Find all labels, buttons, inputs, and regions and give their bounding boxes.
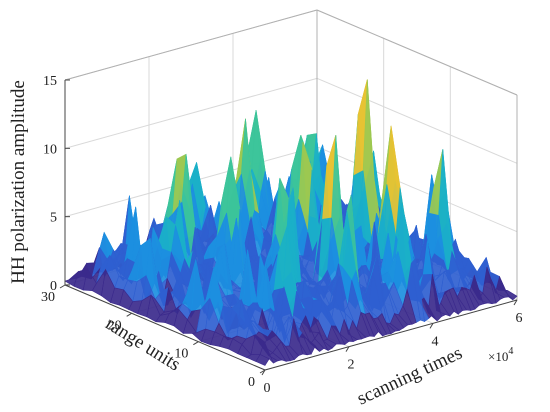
- z-axis-title: HH polarization amplitude: [8, 80, 29, 284]
- sidewall-gridline-z: [316, 146, 518, 233]
- y-tick-label: 30: [41, 290, 55, 305]
- x-tick-label: 2: [348, 358, 355, 373]
- surface-patch: [255, 354, 270, 366]
- x-tick-label: 6: [516, 311, 523, 326]
- surface-layer: [64, 79, 518, 366]
- backwall-gridline-z: [64, 77, 318, 149]
- y-tick-mark: [193, 341, 199, 346]
- x-exponent-label: ×104: [488, 346, 513, 364]
- x-axis-title: scanning times: [354, 343, 466, 410]
- x-tick-mark: [513, 299, 518, 306]
- x-tick-label: 0: [264, 381, 271, 396]
- sidewall-gridline-z: [316, 77, 518, 164]
- box-edge: [64, 9, 318, 81]
- y-tick-mark: [259, 369, 266, 374]
- z-tick-label: 5: [50, 211, 57, 226]
- x-exponent-base: ×10: [488, 349, 508, 364]
- x-tick-label: 4: [432, 334, 439, 349]
- z-tick-label: 15: [43, 74, 57, 89]
- x-tick-mark: [429, 323, 434, 329]
- y-tick-label: 20: [108, 318, 122, 333]
- box-edge: [316, 9, 518, 96]
- y-tick-mark: [126, 312, 132, 317]
- x-exponent-power: 4: [508, 346, 513, 357]
- z-tick-label: 10: [43, 142, 57, 157]
- y-tick-label: 10: [174, 347, 188, 362]
- y-tick-label: 0: [248, 375, 255, 390]
- y-axis-line: [64, 284, 266, 371]
- x-tick-mark: [345, 346, 350, 352]
- z-tick-label: 0: [50, 279, 57, 294]
- x-axis-line: [264, 299, 518, 371]
- y-tick-mark: [59, 284, 66, 289]
